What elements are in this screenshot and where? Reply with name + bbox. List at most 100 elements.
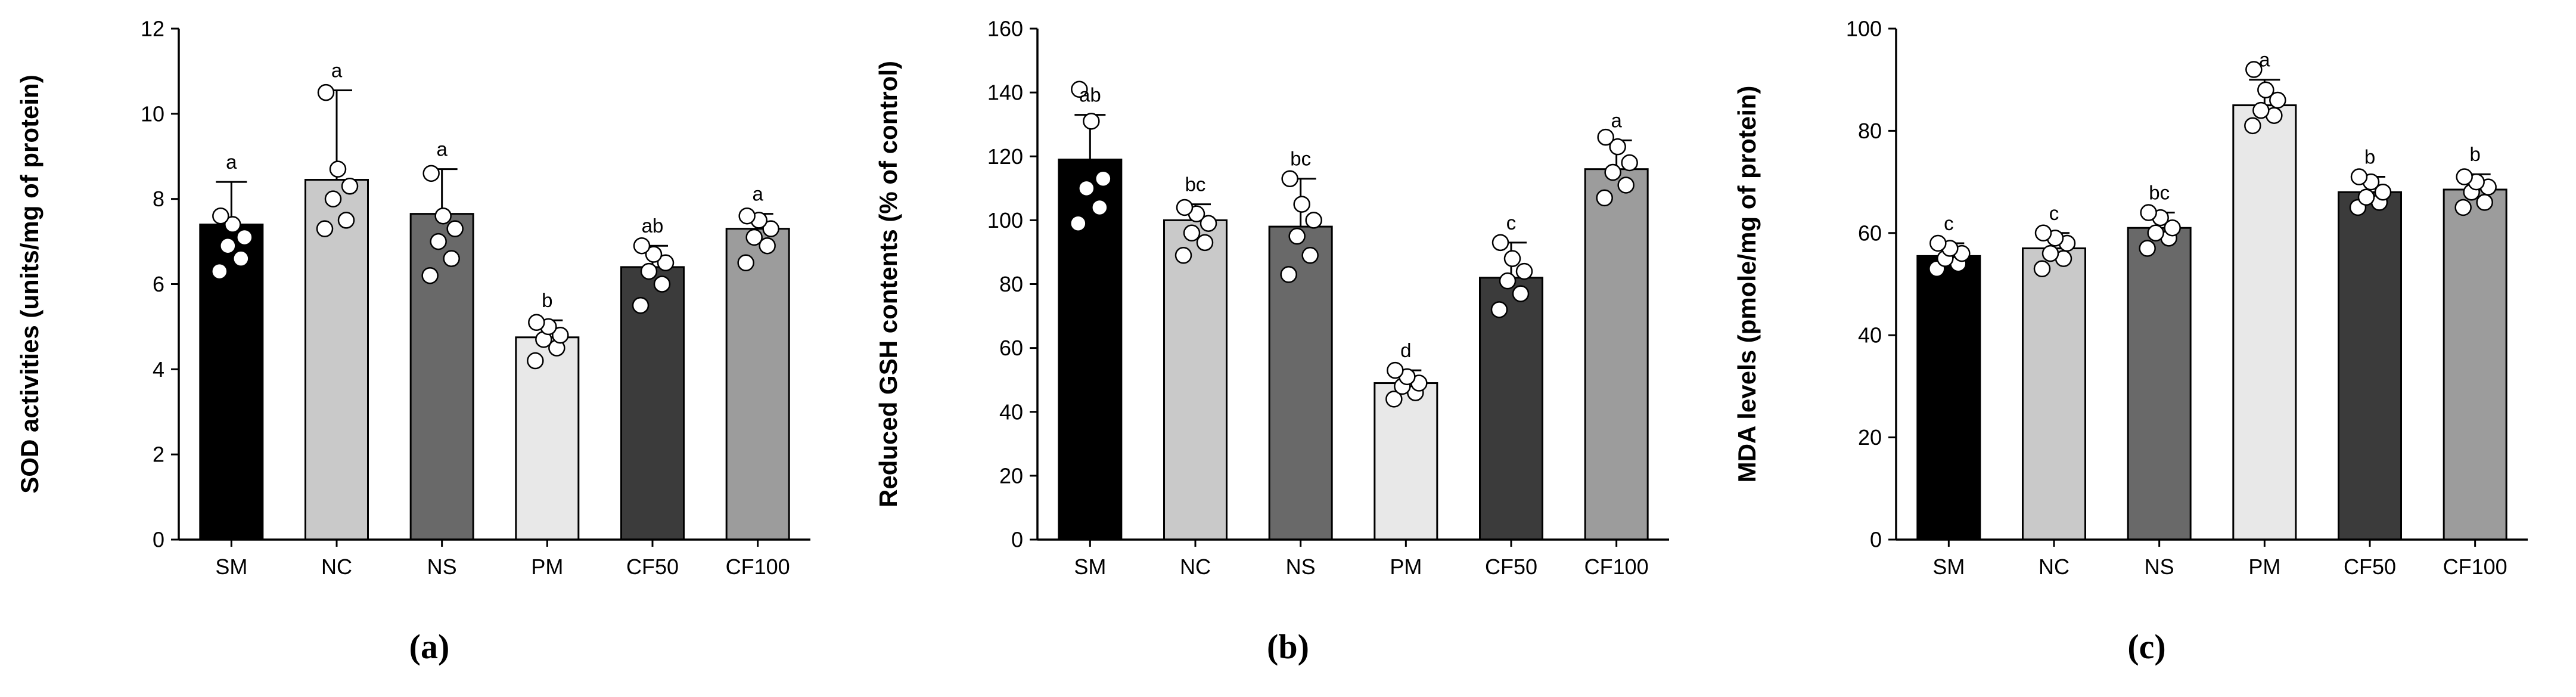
sig-letter-NC: a [331,60,343,82]
sig-letter-PM: b [542,289,552,311]
data-point-CF50 [633,237,651,255]
data-point-CF100 [1617,176,1635,194]
y-tick-label: 20 [1858,425,1882,450]
sig-letter-CF50: c [1506,212,1517,234]
chart-svg-b: ab SM bc NC bc NS d PM c CF50 a CF100 0 20 40 60 80 100 12… [874,17,1669,579]
data-point-CF50 [2357,188,2375,206]
data-point-CF100 [2456,168,2473,185]
data-point-CF50 [640,262,658,280]
sig-letter-NS: bc [2149,182,2170,204]
y-tick-label: 0 [1011,528,1023,552]
data-point-NS [422,165,440,182]
data-point-PM [527,352,544,370]
data-point-CF50 [1491,234,1509,252]
x-tick-label-NS: NS [427,554,457,579]
data-point-NC [1196,234,1214,252]
bar-SM [199,224,264,541]
data-point-CF100 [1609,138,1626,156]
bar-NS [1268,225,1333,541]
bar-NC [1163,219,1228,541]
data-point-NC [324,190,342,207]
data-point-NC [1174,247,1192,264]
data-point-SM [212,207,229,225]
data-point-PM [2269,91,2286,109]
x-tick-label-CF100: CF100 [726,554,790,579]
bar-SM [1058,159,1123,541]
data-point-NS [2140,204,2157,221]
chart-a: a SM a NC a NS b PM ab CF50 a CF100 0 2 4 6 8 10 12 SOD act… [0,0,859,596]
sig-letter-NC: bc [1185,174,1206,196]
data-point-NC [337,212,355,229]
data-point-NS [421,267,439,284]
y-axis-title: MDA levels (pmole/mg of protein) [1733,86,1761,483]
data-point-NC [1183,224,1201,242]
x-tick-label-CF100: CF100 [1584,554,1649,579]
panel-c-caption: (c) [2127,627,2166,666]
data-point-CF100 [759,237,776,255]
data-point-CF100 [1604,163,1621,181]
sig-letter-NC: c [2049,202,2059,224]
sig-letter-NS: bc [1290,148,1311,170]
bar-NC [304,179,369,541]
bar-CF50 [2338,191,2402,541]
data-point-NC [1200,215,1217,232]
data-point-NS [1281,170,1298,187]
y-tick-label: 0 [1870,528,1882,552]
data-point-NS [2164,219,2181,237]
data-point-PM [2257,81,2274,99]
data-point-NS [1280,266,1297,283]
y-tick-label: 100 [987,208,1023,233]
data-point-CF50 [1512,285,1530,302]
sig-letter-PM: d [1400,339,1411,361]
x-tick-label-PM: PM [1390,554,1422,579]
y-tick-label: 10 [141,101,164,126]
data-point-SM [1929,234,1947,252]
data-point-CF50 [1503,250,1521,267]
x-tick-label-CF100: CF100 [2443,554,2507,579]
bar-CF100 [725,228,790,541]
bar-NS [409,213,474,541]
data-point-SM [236,228,253,246]
sig-letter-CF100: b [2469,143,2480,165]
bar-CF100 [2443,188,2507,541]
data-point-CF50 [1499,272,1517,290]
data-point-CF100 [1597,128,1614,146]
data-point-CF100 [1621,154,1638,172]
bar-NS [2127,227,2192,541]
data-point-SM [1078,179,1095,197]
data-point-CF50 [632,296,650,314]
bar-CF50 [620,266,685,541]
y-tick-label: 80 [1858,119,1882,143]
y-tick-label: 40 [1858,323,1882,348]
y-tick-label: 0 [153,528,164,552]
data-point-CF50 [657,254,675,272]
sig-letter-SM: c [1944,212,1954,234]
data-point-SM [232,250,250,267]
y-tick-label: 2 [153,442,164,467]
x-tick-label-CF50: CF50 [2344,554,2396,579]
data-point-PM [528,314,545,332]
data-point-PM [552,326,569,344]
data-point-NS [434,207,452,225]
bar-CF100 [1584,168,1649,541]
data-point-NC [2034,224,2052,242]
bar-CF50 [1479,277,1543,541]
data-point-NS [1305,212,1322,229]
sig-letter-PM: a [2259,49,2270,71]
x-tick-label-NC: NC [2039,554,2069,579]
x-tick-label-CF50: CF50 [626,554,679,579]
data-point-PM [1387,361,1404,379]
data-point-NC [1176,199,1194,216]
data-point-SM [1070,215,1087,232]
bar-PM [1374,382,1438,541]
chart-svg-a: a SM a NC a NS b PM ab CF50 a CF100 0 2 4 6 8 10 12 SOD act… [15,17,810,579]
panel-a: a SM a NC a NS b PM ab CF50 a CF100 0 2 4 6 8 10 12 SOD act… [0,0,859,697]
x-tick-label-NC: NC [321,554,352,579]
data-point-SM [1071,80,1088,98]
x-tick-label-SM: SM [1074,554,1106,579]
sig-letter-NS: a [436,138,448,160]
data-point-NS [446,220,464,237]
panel-b: ab SM bc NC bc NS d PM c CF50 a CF100 0 20 40 60 80 100 12… [859,0,1717,697]
bar-NC [2022,247,2086,541]
